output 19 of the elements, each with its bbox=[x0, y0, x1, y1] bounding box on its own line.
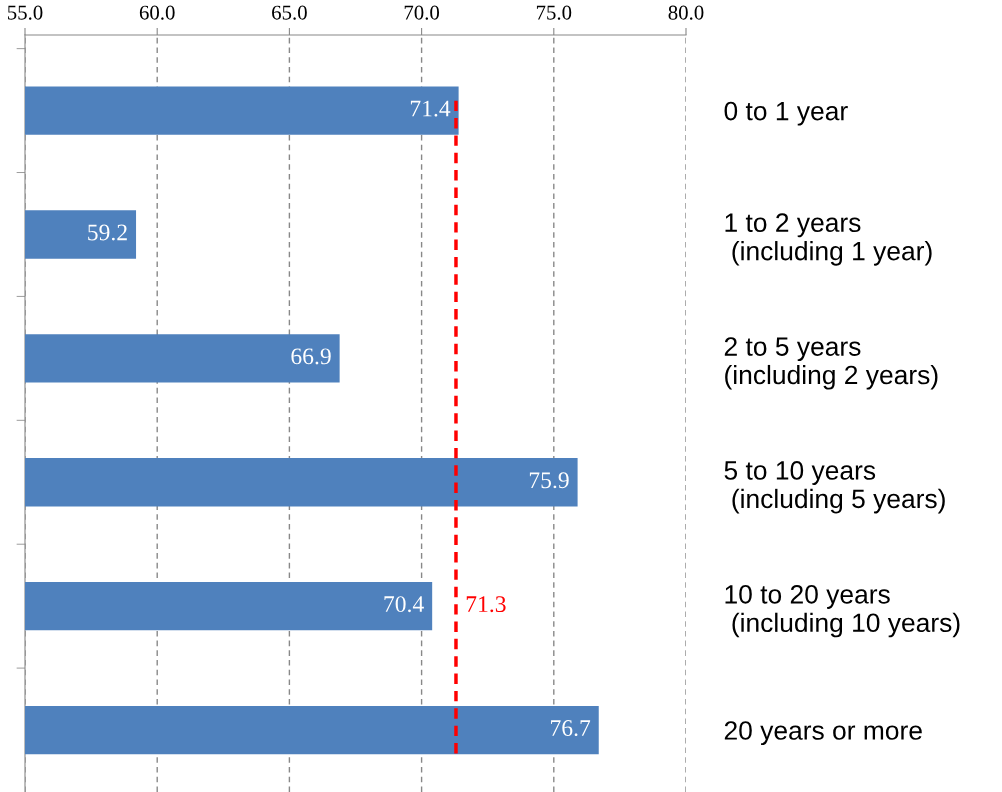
data-label: 76.7 bbox=[551, 720, 591, 737]
y-tick-label: 1 to 2 years (including 1 year) bbox=[725, 213, 932, 266]
ref-line-label: 71.3 bbox=[466, 596, 506, 613]
y-tick-label: 2 to 5 years (including 2 years) bbox=[724, 337, 938, 390]
x-tick-label: 60.0 bbox=[139, 5, 175, 20]
y-tick-label: 5 to 10 years (including 5 years) bbox=[724, 461, 945, 514]
data-label: 59.2 bbox=[88, 224, 127, 241]
data-label: 71.4 bbox=[410, 100, 451, 117]
x-tick-label: 75.0 bbox=[536, 5, 572, 20]
data-label: 66.9 bbox=[291, 348, 331, 365]
x-tick-label: 65.0 bbox=[272, 5, 307, 20]
y-tick-label: 20 years or more bbox=[724, 721, 922, 746]
x-tick-label: 70.0 bbox=[404, 5, 440, 20]
y-tick-label: 0 to 1 year bbox=[724, 101, 848, 126]
x-tick-label: 55.0 bbox=[7, 5, 43, 20]
y-tick-label: 10 to 20 years (including 10 years) bbox=[725, 584, 960, 638]
data-label: 75.9 bbox=[529, 472, 569, 489]
x-tick-label: 80.0 bbox=[668, 5, 704, 20]
data-label: 70.4 bbox=[384, 596, 424, 613]
